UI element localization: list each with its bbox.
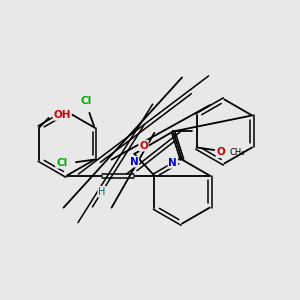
Text: CH₃: CH₃ [229, 148, 245, 157]
Text: N: N [130, 157, 138, 166]
Text: O: O [217, 147, 225, 157]
Text: O: O [139, 141, 148, 151]
Text: N: N [169, 158, 177, 168]
Text: OH: OH [53, 110, 71, 120]
Text: Cl: Cl [56, 158, 67, 168]
Text: H: H [98, 187, 106, 197]
Text: Cl: Cl [81, 97, 92, 106]
